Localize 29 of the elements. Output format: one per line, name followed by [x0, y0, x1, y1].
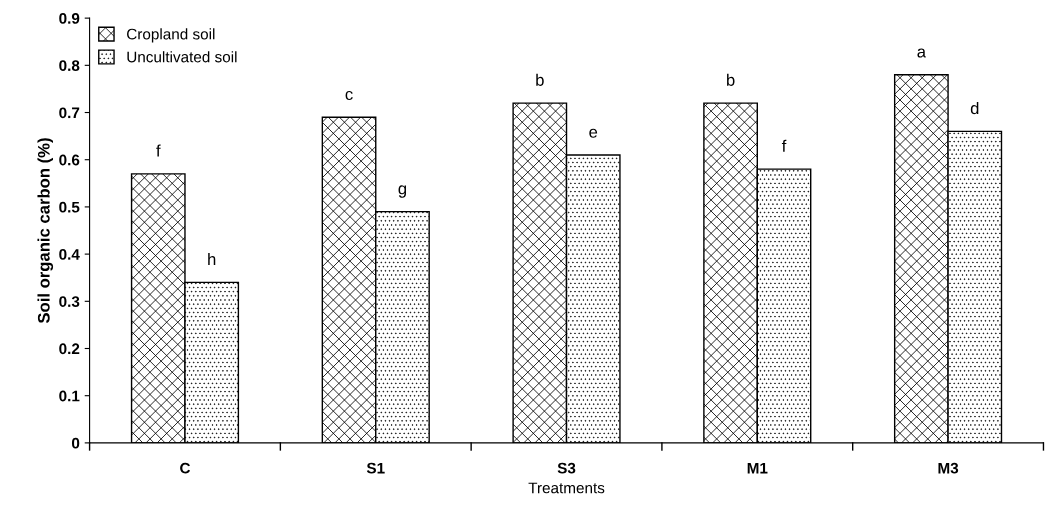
x-tick-label: S3: [557, 462, 576, 474]
legend-label: Cropland soil: [127, 28, 215, 43]
y-tick-label: 0.3: [59, 296, 80, 308]
y-tick-label: 0.6: [59, 154, 80, 166]
data-label: b: [727, 73, 735, 86]
y-tick-label: 0.8: [59, 60, 80, 72]
y-axis-title: Soil organic carbon (%): [37, 138, 54, 324]
data-label: g: [398, 185, 407, 198]
data-label: h: [208, 253, 216, 266]
x-axis-title: Treatments: [528, 482, 605, 494]
data-label: c: [345, 90, 353, 101]
x-tick-label: M1: [747, 462, 768, 474]
data-label: d: [970, 101, 979, 115]
data-label: f: [781, 139, 787, 152]
y-tick-label: 0.7: [59, 107, 80, 119]
data-label: f: [156, 144, 161, 157]
data-label: a: [917, 48, 926, 58]
y-tick-label: 0.1: [59, 390, 80, 402]
data-label: e: [589, 128, 598, 138]
y-tick-label: 0: [71, 437, 80, 449]
legend-label: Uncultivated soil: [127, 51, 237, 63]
y-tick-label: 0.9: [59, 13, 80, 24]
data-label: b: [536, 73, 544, 86]
x-tick-label: C: [180, 462, 191, 474]
y-tick-label: 0.2: [59, 343, 80, 355]
x-tick-label: M3: [938, 462, 959, 474]
y-tick-label: 0.4: [59, 248, 80, 260]
y-tick-label: 0.5: [59, 201, 80, 213]
x-tick-label: S1: [366, 462, 385, 474]
